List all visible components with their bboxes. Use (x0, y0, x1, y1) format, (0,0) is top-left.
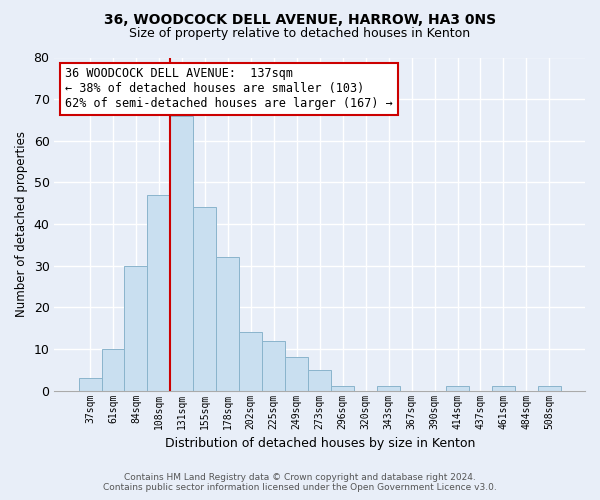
Bar (217, 258, 239, 390)
Bar (124, 266, 148, 390)
X-axis label: Distribution of detached houses by size in Kenton: Distribution of detached houses by size … (164, 437, 475, 450)
Bar (262, 340, 285, 390)
Bar (538, 386, 561, 390)
Bar (101, 349, 124, 391)
Bar (148, 195, 170, 390)
Bar (492, 386, 515, 390)
Text: 36 WOODCOCK DELL AVENUE:  137sqm
← 38% of detached houses are smaller (103)
62% : 36 WOODCOCK DELL AVENUE: 137sqm ← 38% of… (65, 68, 393, 110)
Y-axis label: Number of detached properties: Number of detached properties (15, 131, 28, 317)
Text: Size of property relative to detached houses in Kenton: Size of property relative to detached ho… (130, 28, 470, 40)
Bar (193, 208, 217, 390)
Bar (377, 386, 400, 390)
Bar (239, 332, 262, 390)
Text: Contains HM Land Registry data © Crown copyright and database right 2024.
Contai: Contains HM Land Registry data © Crown c… (103, 473, 497, 492)
Text: 36, WOODCOCK DELL AVENUE, HARROW, HA3 0NS: 36, WOODCOCK DELL AVENUE, HARROW, HA3 0N… (104, 12, 496, 26)
Bar (308, 370, 331, 390)
Bar (79, 378, 101, 390)
Bar (170, 116, 193, 390)
Bar (446, 386, 469, 390)
Bar (331, 386, 354, 390)
Bar (285, 358, 308, 390)
